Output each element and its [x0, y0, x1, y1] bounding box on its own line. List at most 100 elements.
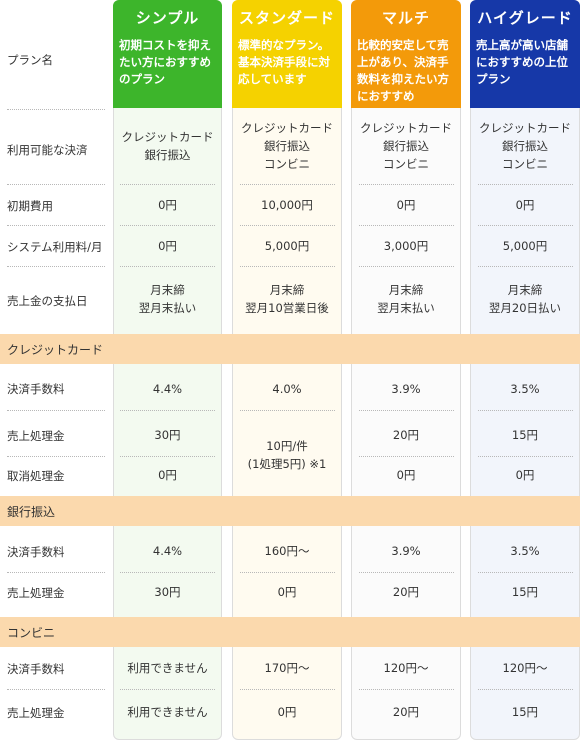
cell-conv-fee-highgrade: 120円〜	[502, 661, 548, 675]
cell-bank-fee-standard: 160円〜	[264, 544, 310, 558]
cell-payout-multi: 月末締 翌月末払い	[377, 283, 435, 315]
plan-description: 売上高が高い店舗におすすめの上位プラン	[476, 38, 568, 86]
row-divider	[359, 225, 454, 226]
cell-payout-simple: 月末締 翌月末払い	[138, 283, 197, 315]
cell-credit-cancel-multi: 0円	[396, 468, 416, 482]
cell-credit-fee-multi: 3.9%	[391, 382, 421, 396]
plan-name: スタンダード	[238, 9, 335, 27]
row-divider	[478, 184, 573, 185]
cell-credit-fee-highgrade: 3.5%	[510, 382, 540, 396]
cell-credit-cancel-simple: 0円	[158, 468, 177, 482]
cell-methods-highgrade: クレジットカード 銀行振込 コンビニ	[479, 121, 571, 171]
cell-bank-fee-multi: 3.9%	[391, 544, 421, 558]
row-divider	[240, 410, 335, 411]
row-divider	[240, 266, 335, 267]
row-divider	[359, 266, 454, 267]
section-header-bank: 銀行振込	[0, 496, 580, 526]
row-label-credit-fee: 決済手数料	[7, 382, 65, 396]
plan-description: 標準的なプラン。基本決済手段に対応しています	[238, 38, 330, 86]
section-title: 銀行振込	[7, 505, 56, 519]
cell-bank-sales-simple: 30円	[154, 585, 181, 599]
cell-credit-fee-simple: 4.4%	[152, 382, 183, 396]
row-divider	[478, 572, 573, 573]
row-divider	[120, 225, 215, 226]
row-divider	[7, 225, 105, 226]
row-label-system: システム利用料/月	[7, 240, 103, 254]
row-divider	[7, 184, 105, 185]
cell-conv-fee-standard: 170円〜	[264, 661, 310, 675]
row-divider	[359, 184, 454, 185]
row-divider	[7, 572, 105, 573]
plan-column-standard	[232, 0, 342, 740]
row-divider	[7, 456, 105, 457]
cell-system-highgrade: 5,000円	[502, 239, 548, 253]
plan-column-simple	[113, 0, 222, 740]
cell-bank-fee-simple: 4.4%	[152, 544, 183, 558]
row-divider	[478, 456, 573, 457]
row-divider	[359, 572, 454, 573]
cell-initial-multi: 0円	[396, 198, 416, 212]
row-divider	[240, 689, 335, 690]
plan-header-multi: マルチ 比較的安定して売上があり、決済手数料を抑えたい方におすすめ	[351, 0, 461, 108]
cell-bank-sales-multi: 20円	[392, 585, 420, 599]
cell-credit-fee-standard: 4.0%	[272, 382, 302, 396]
cell-system-multi: 3,000円	[383, 239, 429, 253]
row-label-methods: 利用可能な決済	[7, 143, 88, 157]
row-divider	[120, 184, 215, 185]
cell-methods-standard: クレジットカード 銀行振込 コンビニ	[241, 121, 333, 171]
row-divider	[359, 689, 454, 690]
row-divider	[240, 572, 335, 573]
cell-payout-highgrade: 月末締 翌月20日払い	[488, 283, 562, 315]
cell-bank-fee-highgrade: 3.5%	[510, 544, 540, 558]
cell-conv-fee-simple: 利用できません	[127, 661, 208, 675]
row-label-bank-sales: 売上処理金	[7, 586, 65, 600]
cell-methods-simple: クレジットカード 銀行振込	[121, 130, 214, 162]
row-divider	[240, 184, 335, 185]
row-divider	[7, 410, 105, 411]
plan-column-multi	[351, 0, 461, 740]
section-title: コンビニ	[7, 626, 56, 640]
row-divider	[7, 109, 105, 110]
plan-name-label: プラン名	[7, 53, 53, 67]
plan-description: 比較的安定して売上があり、決済手数料を抑えたい方におすすめ	[357, 38, 449, 103]
row-divider	[120, 410, 215, 411]
row-divider	[120, 572, 215, 573]
row-divider	[478, 410, 573, 411]
cell-payout-standard: 月末締 翌月10営業日後	[245, 283, 329, 315]
row-divider	[478, 689, 573, 690]
cell-system-simple: 0円	[158, 239, 177, 253]
plan-name: ハイグレード	[477, 9, 573, 27]
cell-conv-sales-multi: 20円	[392, 705, 420, 719]
cell-conv-fee-multi: 120円〜	[383, 661, 429, 675]
cell-initial-simple: 0円	[158, 198, 177, 212]
cell-initial-highgrade: 0円	[515, 198, 535, 212]
plan-description: 初期コストを抑えたい方におすすめのプラン	[119, 38, 211, 86]
plan-header-standard: スタンダード 標準的なプラン。基本決済手段に対応しています	[232, 0, 342, 108]
section-header-conv: コンビニ	[0, 617, 580, 647]
row-divider	[120, 456, 215, 457]
cell-conv-sales-standard: 0円	[277, 705, 297, 719]
row-label-credit-cancel: 取消処理金	[7, 469, 65, 483]
section-title: クレジットカード	[7, 343, 104, 357]
row-divider	[478, 225, 573, 226]
plan-header-simple: シンプル 初期コストを抑えたい方におすすめのプラン	[113, 0, 222, 108]
cell-conv-sales-simple: 利用できません	[127, 705, 208, 719]
cell-credit-sales-cancel-standard: 10円/件 (1処理5円) ※1	[247, 439, 327, 471]
cell-conv-sales-highgrade: 15円	[511, 705, 539, 719]
row-label-credit-sales: 売上処理金	[7, 429, 65, 443]
row-divider	[7, 689, 105, 690]
cell-credit-sales-multi: 20円	[392, 428, 420, 442]
cell-credit-cancel-highgrade: 0円	[515, 468, 535, 482]
row-divider	[359, 456, 454, 457]
cell-credit-sales-highgrade: 15円	[511, 428, 539, 442]
row-divider	[120, 689, 215, 690]
row-divider	[120, 266, 215, 267]
cell-credit-sales-simple: 30円	[154, 428, 181, 442]
row-divider	[240, 225, 335, 226]
cell-system-standard: 5,000円	[264, 239, 310, 253]
cell-bank-sales-standard: 0円	[277, 585, 297, 599]
cell-methods-multi: クレジットカード 銀行振込 コンビニ	[360, 121, 452, 171]
cell-initial-standard: 10,000円	[261, 198, 313, 212]
plan-header-highgrade: ハイグレード 売上高が高い店舗におすすめの上位プラン	[470, 0, 580, 108]
row-label-bank-fee: 決済手数料	[7, 545, 65, 559]
